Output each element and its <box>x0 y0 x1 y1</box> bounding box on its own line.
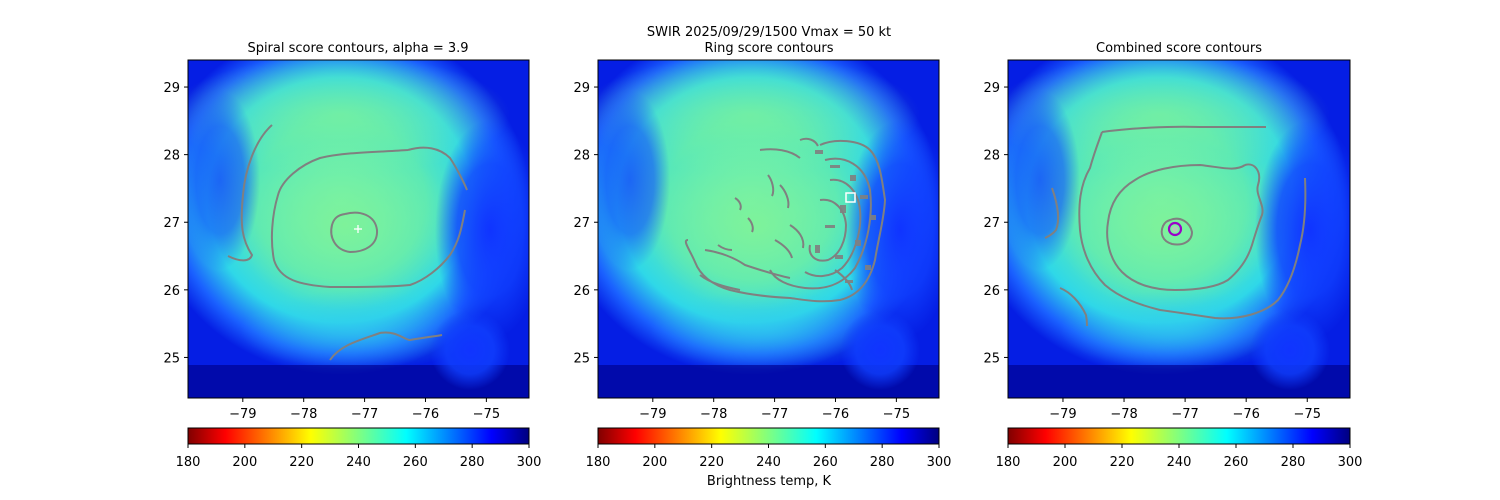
x-tick-label: −75 <box>473 407 500 422</box>
y-tick-label: 25 <box>983 351 1000 366</box>
colorbar-tick-label: 300 <box>517 455 542 470</box>
y-tick-label: 29 <box>573 81 590 96</box>
panel-ring: −79 −78 −77 −76 −75 25 26 27 28 29 <box>573 59 940 422</box>
colorbar-tick-label: 240 <box>346 455 371 470</box>
colorbar-tick-label: 220 <box>699 455 724 470</box>
colorbar-tick-label: 180 <box>586 455 611 470</box>
x-tick-label: −76 <box>822 407 849 422</box>
panel-title-combined: Combined score contours <box>1096 41 1262 56</box>
colorbar-spiral: 180 200 220 240 260 280 300 <box>176 427 542 470</box>
y-tick-label: 29 <box>163 81 180 96</box>
x-tick-label: −78 <box>1110 407 1137 422</box>
x-tick-label: −78 <box>290 407 317 422</box>
figure-suptitle: SWIR 2025/09/29/1500 Vmax = 50 kt <box>647 25 891 40</box>
x-tick-label: −78 <box>700 407 727 422</box>
y-tick-label: 25 <box>163 351 180 366</box>
y-tick-label: 28 <box>163 149 180 164</box>
colorbar-tick-label: 260 <box>1224 455 1249 470</box>
colorbar-tick-label: 240 <box>756 455 781 470</box>
colorbar-tick-label: 180 <box>996 455 1021 470</box>
colorbar-label: Brightness temp, K <box>707 474 832 489</box>
x-tick-label: −77 <box>1171 407 1198 422</box>
colorbar-tick-label: 260 <box>403 455 428 470</box>
spiral-contour-inner <box>330 211 379 254</box>
combined-contour-outer <box>1078 125 1307 320</box>
colorbar-tick-label: 260 <box>813 455 838 470</box>
ring-marker-square <box>845 192 856 203</box>
panel-title-spiral: Spiral score contours, alpha = 3.9 <box>247 41 468 56</box>
ring-contour-dense-east <box>815 150 876 283</box>
y-tick-label: 25 <box>573 351 590 366</box>
x-tick-label: −76 <box>1232 407 1259 422</box>
y-tick-label: 28 <box>983 149 1000 164</box>
colorbar-combined: 180 200 220 240 260 280 300 <box>996 427 1363 470</box>
y-tick-label: 27 <box>573 216 590 231</box>
combined-heatmap-image <box>1008 60 1350 398</box>
combined-axes-frame <box>1007 59 1351 399</box>
combined-contour-inner <box>1160 217 1194 246</box>
combined-contour-middle <box>1106 163 1264 292</box>
x-tick-label: −75 <box>883 407 910 422</box>
y-tick-label: 26 <box>983 284 1000 299</box>
panel-title-ring: Ring score contours <box>704 41 833 56</box>
x-tick-label: −79 <box>639 407 666 422</box>
y-tick-label: 28 <box>573 149 590 164</box>
x-tick-label: −77 <box>351 407 378 422</box>
y-tick-label: 26 <box>573 284 590 299</box>
colorbar-tick-label: 240 <box>1167 455 1192 470</box>
colorbar-tick-label: 280 <box>460 455 485 470</box>
spiral-axes-frame <box>187 59 530 399</box>
combined-marker-circle-inner <box>1172 226 1178 232</box>
panel-combined: −79 −78 −77 −76 −75 25 26 27 28 29 <box>983 59 1351 422</box>
colorbar-tick-label: 280 <box>1281 455 1306 470</box>
y-tick-label: 26 <box>163 284 180 299</box>
x-tick-label: −75 <box>1294 407 1321 422</box>
y-tick-label: 29 <box>983 81 1000 96</box>
colorbar-tick-label: 200 <box>642 455 667 470</box>
ring-axes-frame <box>597 59 940 399</box>
colorbar-tick-label: 220 <box>289 455 314 470</box>
colorbar-tick-label: 200 <box>232 455 257 470</box>
spiral-heatmap-image <box>188 60 529 398</box>
spiral-contour-south <box>329 331 443 361</box>
y-tick-label: 27 <box>163 216 180 231</box>
colorbar-tick-label: 200 <box>1053 455 1078 470</box>
x-tick-label: −79 <box>229 407 256 422</box>
colorbar-tick-label: 280 <box>870 455 895 470</box>
spiral-contour-outer-arm <box>227 124 273 262</box>
y-tick-label: 27 <box>983 216 1000 231</box>
x-tick-label: −79 <box>1049 407 1076 422</box>
combined-marker-circle-outer <box>1167 221 1183 237</box>
colorbar-tick-label: 300 <box>1338 455 1363 470</box>
x-tick-label: −76 <box>412 407 439 422</box>
ring-heatmap-image <box>598 60 939 398</box>
combined-contour-west <box>1044 187 1060 239</box>
panel-spiral: −79 −78 −77 −76 −75 25 26 27 28 29 <box>163 59 530 422</box>
spiral-contour-main-ring <box>270 146 468 289</box>
colorbar-tick-label: 180 <box>176 455 201 470</box>
colorbar-ring: 180 200 220 240 260 280 300 <box>586 427 952 470</box>
colorbar-tick-label: 300 <box>927 455 952 470</box>
combined-contour-southwest <box>1059 287 1088 327</box>
x-tick-label: −77 <box>761 407 788 422</box>
spiral-marker-plus <box>354 225 362 233</box>
colorbar-tick-label: 220 <box>1110 455 1135 470</box>
